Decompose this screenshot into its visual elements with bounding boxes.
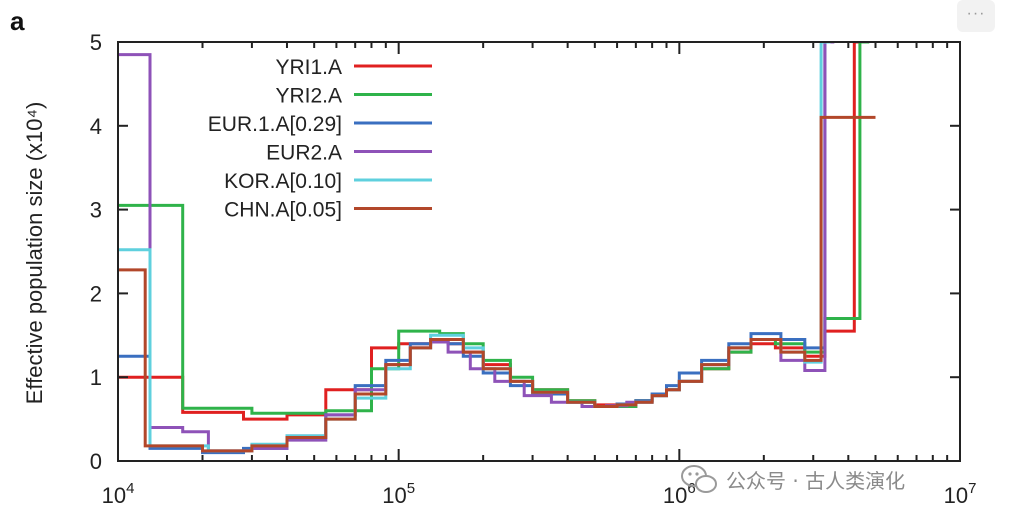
x-tick-label: 107 [944,480,977,508]
plot-frame [117,41,961,462]
x-tick-label: 104 [102,480,135,508]
series-line-3 [118,42,835,453]
series-line-0 [118,42,864,421]
more-options-button[interactable]: ··· [957,0,995,32]
y-tick-label: 4 [90,114,102,139]
series-line-2 [118,42,835,455]
y-axis-title: Effective population size (x10⁴) [22,102,47,405]
legend-label-4: KOR.A[0.10] [224,170,342,193]
y-tick-label: 5 [90,30,102,55]
y-tick-label: 1 [90,365,102,390]
x-tick-label: 106 [663,480,696,508]
series-line-4 [118,42,831,453]
y-tick-label: 2 [90,281,102,306]
x-tick-label: 105 [382,480,415,508]
legend-label-3: EUR2.A [266,142,342,165]
y-tick-label: 3 [90,198,102,223]
legend-label-5: CHN.A[0.05] [224,199,342,222]
legend-label-2: EUR.1.A[0.29] [208,113,342,136]
series-layer [118,42,876,455]
series-line-1 [118,42,870,415]
series-line-5 [118,115,876,453]
panel-label: a [10,6,25,36]
wechat-icon [681,465,717,493]
axes-layer: 0 1 2 3 4 5 104 105 106 107 [90,30,977,508]
y-tick-label: 0 [90,449,102,474]
legend: YRI1.A YRI2.A EUR.1.A[0.29] EUR2.A KOR.A[0.1… [208,56,432,222]
legend-label-1: YRI2.A [275,85,342,108]
watermark-text: 公众号 · 古人类演化 [726,469,905,493]
watermark: 公众号 · 古人类演化 [681,465,905,493]
legend-label-0: YRI1.A [275,56,342,79]
